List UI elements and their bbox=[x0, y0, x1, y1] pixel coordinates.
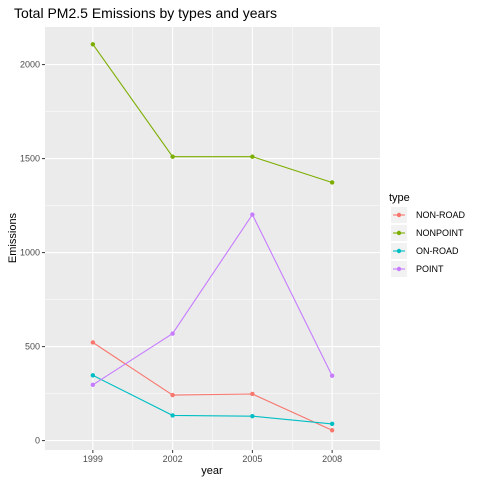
legend-label-non-road: NON-ROAD bbox=[416, 210, 465, 220]
x-axis-title: year bbox=[201, 465, 223, 477]
minor-gridlines bbox=[45, 27, 380, 450]
x-axis: 1999 2002 2005 2008 bbox=[83, 450, 342, 464]
y-axis: 0 500 1000 1500 2000 bbox=[20, 60, 45, 446]
major-gridlines bbox=[45, 27, 380, 450]
data-point-nonpoint bbox=[329, 180, 335, 185]
data-point-non-road bbox=[250, 391, 255, 397]
chart-title: Total PM2.5 Emissions by types and years bbox=[14, 5, 277, 21]
x-tick-label: 2005 bbox=[242, 454, 262, 464]
y-tick-label: 1000 bbox=[20, 248, 40, 258]
data-point-non-road bbox=[329, 428, 335, 433]
x-tick-label: 1999 bbox=[83, 454, 103, 464]
y-tick-label: 2000 bbox=[20, 60, 40, 70]
data-point-point bbox=[250, 212, 255, 217]
legend: type NON-ROAD NONPOINT ON-ROAD POINT bbox=[389, 192, 465, 277]
y-tick-label: 1500 bbox=[20, 154, 40, 164]
legend-title: type bbox=[389, 192, 410, 204]
legend-key-point-point bbox=[396, 266, 402, 272]
data-point-on-road bbox=[329, 421, 335, 427]
x-tick-label: 2002 bbox=[163, 454, 183, 464]
series-line-nonpoint bbox=[92, 43, 333, 184]
data-point-nonpoint bbox=[250, 154, 255, 159]
legend-label-point: POINT bbox=[416, 264, 444, 274]
legend-label-nonpoint: NONPOINT bbox=[416, 228, 464, 238]
data-point-non-road bbox=[170, 392, 175, 398]
y-axis-title: Emissions bbox=[7, 212, 19, 263]
data-point-on-road bbox=[170, 413, 175, 418]
data-point-point bbox=[329, 373, 335, 378]
data-point-on-road bbox=[250, 413, 255, 419]
series-line-on-road bbox=[92, 374, 333, 425]
legend-key-point-on-road bbox=[396, 248, 402, 254]
y-tick-label: 500 bbox=[25, 342, 40, 352]
data-point-point bbox=[170, 331, 175, 336]
series-points bbox=[90, 42, 335, 433]
data-point-on-road bbox=[90, 373, 96, 378]
data-point-non-road bbox=[90, 340, 96, 345]
data-point-nonpoint bbox=[90, 42, 96, 47]
series-line-point bbox=[92, 213, 333, 386]
legend-label-on-road: ON-ROAD bbox=[416, 246, 459, 256]
series-line-non-road bbox=[92, 342, 333, 431]
series-lines bbox=[92, 43, 333, 431]
x-tick-label: 2008 bbox=[322, 454, 342, 464]
y-tick-label: 0 bbox=[35, 436, 40, 446]
legend-key-point-non-road bbox=[396, 212, 402, 218]
data-point-point bbox=[90, 382, 96, 387]
legend-key-point-nonpoint bbox=[396, 230, 402, 236]
data-point-nonpoint bbox=[170, 154, 175, 159]
